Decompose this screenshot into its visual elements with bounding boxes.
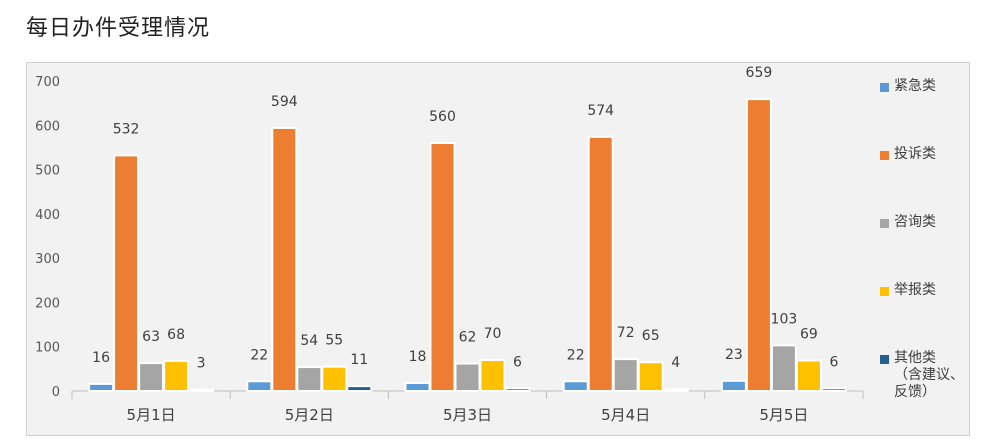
legend-swatch xyxy=(880,219,889,228)
bar xyxy=(504,387,531,393)
bar xyxy=(246,380,273,392)
legend-item: 投诉类 xyxy=(880,146,986,163)
legend-item: 紧急类 xyxy=(880,78,986,95)
data-label: 6 xyxy=(829,354,838,370)
data-label: 103 xyxy=(771,311,798,327)
bar xyxy=(163,359,190,392)
page-title: 每日办件受理情况 xyxy=(26,16,211,41)
bar xyxy=(795,359,822,393)
data-label: 6 xyxy=(513,354,522,370)
x-category-label: 5月5日 xyxy=(759,406,808,424)
x-category-label: 5月3日 xyxy=(443,406,492,424)
bar xyxy=(429,142,456,392)
bar xyxy=(770,344,797,392)
data-label: 63 xyxy=(142,329,160,345)
x-category-label: 5月1日 xyxy=(127,406,176,424)
legend-label: 咨询类 xyxy=(894,214,936,230)
y-tick-label: 200 xyxy=(35,296,60,311)
y-tick-label: 300 xyxy=(35,252,60,267)
bar xyxy=(562,380,589,392)
bar xyxy=(321,365,348,392)
bar xyxy=(720,379,747,393)
data-label: 69 xyxy=(800,326,818,342)
bar xyxy=(188,388,215,392)
data-label: 72 xyxy=(617,325,635,341)
data-label: 70 xyxy=(484,326,502,342)
legend-label: 举报类 xyxy=(894,282,936,298)
bar xyxy=(587,135,614,392)
chart-frame: 0 100 200 300 400 500 600 700 5月1日 5月2日 5月3日 5月4日 5月… xyxy=(26,62,970,436)
data-label: 65 xyxy=(642,328,660,344)
data-label: 23 xyxy=(725,347,743,363)
data-label: 22 xyxy=(567,347,585,363)
bar-chart: 0 100 200 300 400 500 600 700 5月1日 5月2日 5月3日 5月4日 5月… xyxy=(35,65,864,424)
bar xyxy=(138,362,165,393)
legend-item: 举报类 xyxy=(880,282,986,299)
legend-item: 咨询类 xyxy=(880,214,986,231)
y-tick-label: 700 xyxy=(35,75,60,90)
bar xyxy=(346,385,373,392)
bar xyxy=(404,382,431,392)
data-label: 659 xyxy=(746,65,773,81)
bar xyxy=(662,388,689,393)
legend-item: 其他类 （含建议、 反馈） xyxy=(880,350,986,401)
bar xyxy=(113,154,140,393)
data-label: 55 xyxy=(325,333,343,349)
data-label: 18 xyxy=(409,349,427,365)
y-tick-label: 0 xyxy=(52,385,60,400)
bar xyxy=(454,362,481,392)
y-tick-label: 500 xyxy=(35,164,60,179)
legend-swatch xyxy=(880,287,889,296)
bar xyxy=(296,366,323,393)
y-tick-label: 100 xyxy=(35,341,60,356)
data-label: 594 xyxy=(271,94,298,110)
y-tick-label: 600 xyxy=(35,119,60,134)
bar xyxy=(745,98,772,393)
y-tick-label: 400 xyxy=(35,208,60,223)
bar xyxy=(612,358,639,393)
bar xyxy=(637,361,664,393)
x-category-label: 5月4日 xyxy=(601,406,650,424)
data-label: 54 xyxy=(300,333,318,349)
data-label: 11 xyxy=(350,352,368,368)
data-label: 560 xyxy=(429,109,456,125)
data-label: 22 xyxy=(250,347,268,363)
x-category-label: 5月2日 xyxy=(285,406,334,424)
data-label: 16 xyxy=(92,350,110,366)
data-label: 68 xyxy=(167,327,185,343)
data-label: 4 xyxy=(671,355,680,371)
legend-label: 其他类 （含建议、 反馈） xyxy=(894,350,964,400)
data-label: 574 xyxy=(587,103,614,119)
bar xyxy=(271,126,298,392)
data-label: 532 xyxy=(113,121,140,137)
bar xyxy=(479,359,506,392)
bar xyxy=(88,382,115,392)
data-label: 3 xyxy=(197,356,206,372)
legend-label: 投诉类 xyxy=(894,146,936,162)
bar xyxy=(820,387,847,393)
legend-swatch xyxy=(880,151,889,160)
legend-swatch xyxy=(880,83,889,92)
legend-swatch xyxy=(880,355,889,364)
legend-label: 紧急类 xyxy=(894,78,936,94)
data-label: 62 xyxy=(459,330,477,346)
